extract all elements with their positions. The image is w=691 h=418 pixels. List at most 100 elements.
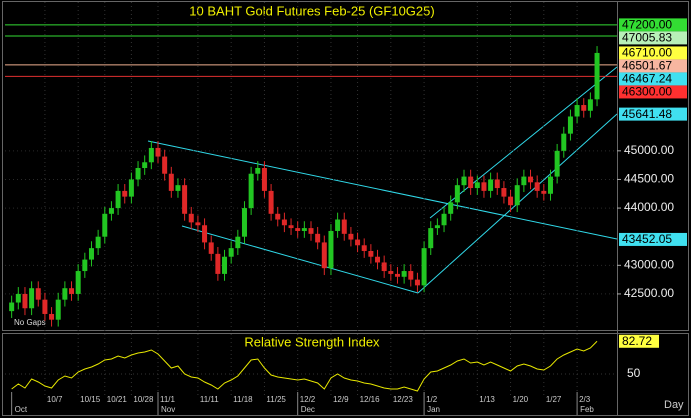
rsi-value-box (619, 334, 659, 348)
y-tick-label: 45000.00 (624, 143, 674, 157)
candle-body (288, 225, 294, 229)
trend-line (429, 66, 618, 219)
candle-body (195, 222, 201, 226)
candle-body (528, 176, 534, 183)
candle-body (208, 242, 214, 254)
candle-body (155, 147, 161, 157)
candle-body (275, 213, 281, 220)
y-tick-label: 44000.00 (624, 200, 674, 214)
price-label: 46501.67 (622, 59, 672, 73)
candle-body (408, 271, 414, 280)
x-tick-label: 2/3 (579, 395, 591, 404)
price-label: 46467.24 (622, 72, 672, 86)
price-label-box (619, 107, 687, 121)
candle-body (428, 228, 434, 249)
candle-body (148, 147, 154, 163)
price-label-box (619, 18, 687, 32)
candle-body (128, 179, 134, 197)
price-label-box (619, 59, 687, 73)
candle-body (547, 176, 553, 194)
rsi-tick-label: 50 (627, 366, 641, 380)
candle-body (534, 182, 540, 191)
candle-body (441, 213, 447, 226)
candle-body (514, 185, 520, 206)
x-tick-label: 10/15 (80, 395, 101, 404)
candle-body (268, 190, 274, 214)
candle-body (561, 133, 567, 151)
candle-body (88, 248, 94, 260)
candle-body (481, 182, 487, 191)
x-tick-label: 1/20 (513, 395, 529, 404)
candle-body (228, 248, 234, 257)
price-label-box (619, 46, 687, 60)
x-tick-label: 11/18 (233, 395, 253, 404)
x-tick-label: 11/11 (200, 395, 219, 404)
x-tick-label: 1/13 (479, 395, 495, 404)
candle-body (29, 288, 35, 309)
candle-body (554, 150, 560, 177)
candle-body (241, 208, 247, 237)
candle-body (235, 236, 241, 249)
x-tick-label: 10/21 (107, 395, 128, 404)
x-tick-label: 12/23 (393, 395, 414, 404)
candle-body (508, 196, 514, 206)
candle-body (468, 176, 474, 189)
candle-body (474, 182, 480, 189)
candle-body (401, 271, 407, 277)
price-label-box (619, 232, 687, 246)
candle-body (261, 168, 267, 191)
x-tick-label: 12/2 (300, 395, 316, 404)
month-label: Oct (15, 405, 28, 414)
candle-body (115, 190, 121, 209)
candle-body (95, 236, 101, 249)
y-tick-label: 42500.00 (624, 286, 674, 300)
candle-body (574, 105, 580, 117)
candle-body (521, 176, 527, 186)
price-label: 47200.00 (622, 18, 672, 32)
candle-body (42, 299, 48, 314)
month-label: Jan (427, 405, 440, 414)
candle-body (255, 168, 261, 174)
x-tick-label: 11/25 (266, 395, 286, 404)
candle-body (355, 239, 361, 246)
rsi-panel (2, 333, 689, 416)
candle-body (388, 271, 394, 274)
candle-body (454, 185, 460, 203)
candle-body (62, 288, 68, 300)
candle-body (375, 256, 381, 263)
candle-body (361, 245, 367, 252)
candle-body (248, 173, 254, 209)
candle-body (108, 208, 114, 214)
rsi-value-label: 82.72 (622, 334, 652, 348)
y-tick-label: 43000.00 (624, 257, 674, 271)
candle-body (335, 219, 341, 231)
candle-body (448, 202, 454, 214)
chart-title: 10 BAHT Gold Futures Feb-25 (GF10G25) (189, 3, 434, 18)
candle-body (348, 233, 354, 240)
candle-body (394, 273, 400, 277)
candle-body (295, 228, 301, 231)
candle-body (315, 233, 321, 243)
candle-body (202, 225, 208, 243)
x-tick-label: 12/9 (333, 395, 349, 404)
candle-body (35, 288, 41, 300)
candle-body (381, 262, 387, 272)
candle-body (461, 176, 467, 186)
price-label-box (619, 72, 687, 86)
candle-body (421, 248, 427, 286)
x-tick-label: 10/28 (133, 395, 154, 404)
price-label-box (619, 85, 687, 99)
price-label-box (619, 31, 687, 45)
month-label: Nov (161, 405, 175, 414)
candle-body (368, 251, 374, 257)
price-label: 45641.48 (622, 107, 672, 121)
candle-body (587, 99, 593, 111)
candle-body (494, 179, 500, 189)
x-tick-label: 1/2 (426, 395, 438, 404)
candle-body (188, 213, 194, 223)
candle-body (55, 299, 61, 320)
price-label: 46300.00 (622, 85, 672, 99)
trend-line (181, 225, 419, 294)
trend-line (147, 140, 618, 240)
